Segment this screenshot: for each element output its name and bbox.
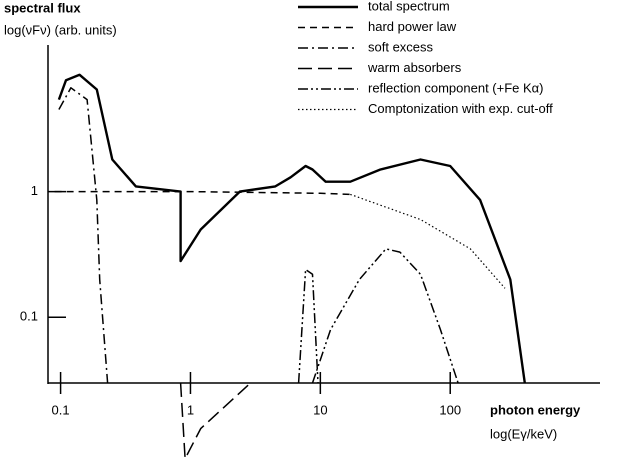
y-axis-label: log(νFν) (arb. units) — [4, 22, 117, 37]
x-axis-title: photon energy — [490, 402, 581, 417]
series-line — [54, 190, 351, 196]
series-line — [58, 87, 109, 384]
x-tick-label: 0.1 — [52, 402, 70, 417]
y-tick-label: 1 — [31, 183, 38, 198]
legend-label: warm absorbers — [367, 60, 462, 75]
legend-label: total spectrum — [368, 0, 450, 13]
x-tick-label: 1 — [187, 402, 194, 417]
series-line — [297, 248, 459, 384]
series-line — [350, 193, 506, 289]
legend-label: Comptonization with exp. cut-off — [368, 101, 553, 116]
series-line — [57, 73, 526, 384]
series-line — [179, 382, 252, 460]
x-tick-label: 100 — [439, 402, 461, 417]
legend-label: reflection component (+Fe Kα) — [368, 80, 544, 95]
legend-label: soft excess — [368, 39, 434, 54]
y-tick-label: 0.1 — [20, 309, 38, 324]
x-tick-label: 10 — [313, 402, 327, 417]
x-axis-label: log(Eγ/keV) — [490, 426, 557, 441]
y-axis-title: spectral flux — [4, 0, 81, 15]
legend-label: hard power law — [368, 19, 457, 34]
